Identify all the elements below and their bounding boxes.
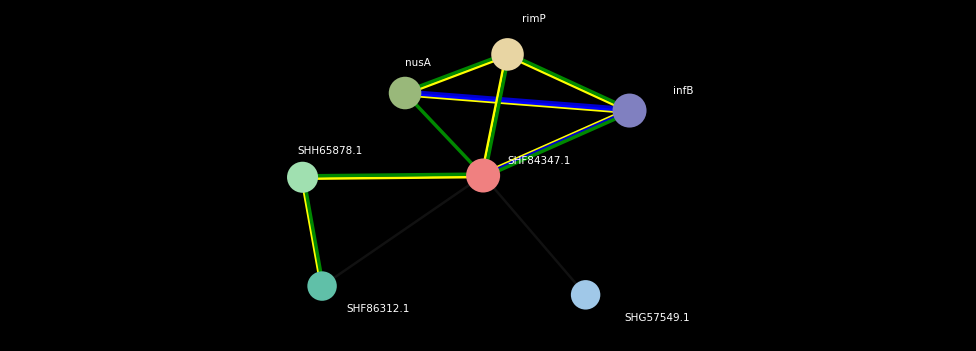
- Point: [397, 90, 413, 96]
- Text: SHF84347.1: SHF84347.1: [508, 157, 571, 166]
- Point: [622, 108, 637, 113]
- Text: SHF86312.1: SHF86312.1: [346, 304, 410, 314]
- Text: infB: infB: [673, 86, 694, 96]
- Text: SHH65878.1: SHH65878.1: [298, 146, 363, 156]
- Point: [475, 173, 491, 178]
- Text: nusA: nusA: [405, 58, 431, 68]
- Point: [314, 283, 330, 289]
- Text: rimP: rimP: [522, 14, 546, 24]
- Point: [578, 292, 593, 298]
- Point: [295, 174, 310, 180]
- Text: SHG57549.1: SHG57549.1: [625, 313, 690, 323]
- Point: [500, 52, 515, 57]
